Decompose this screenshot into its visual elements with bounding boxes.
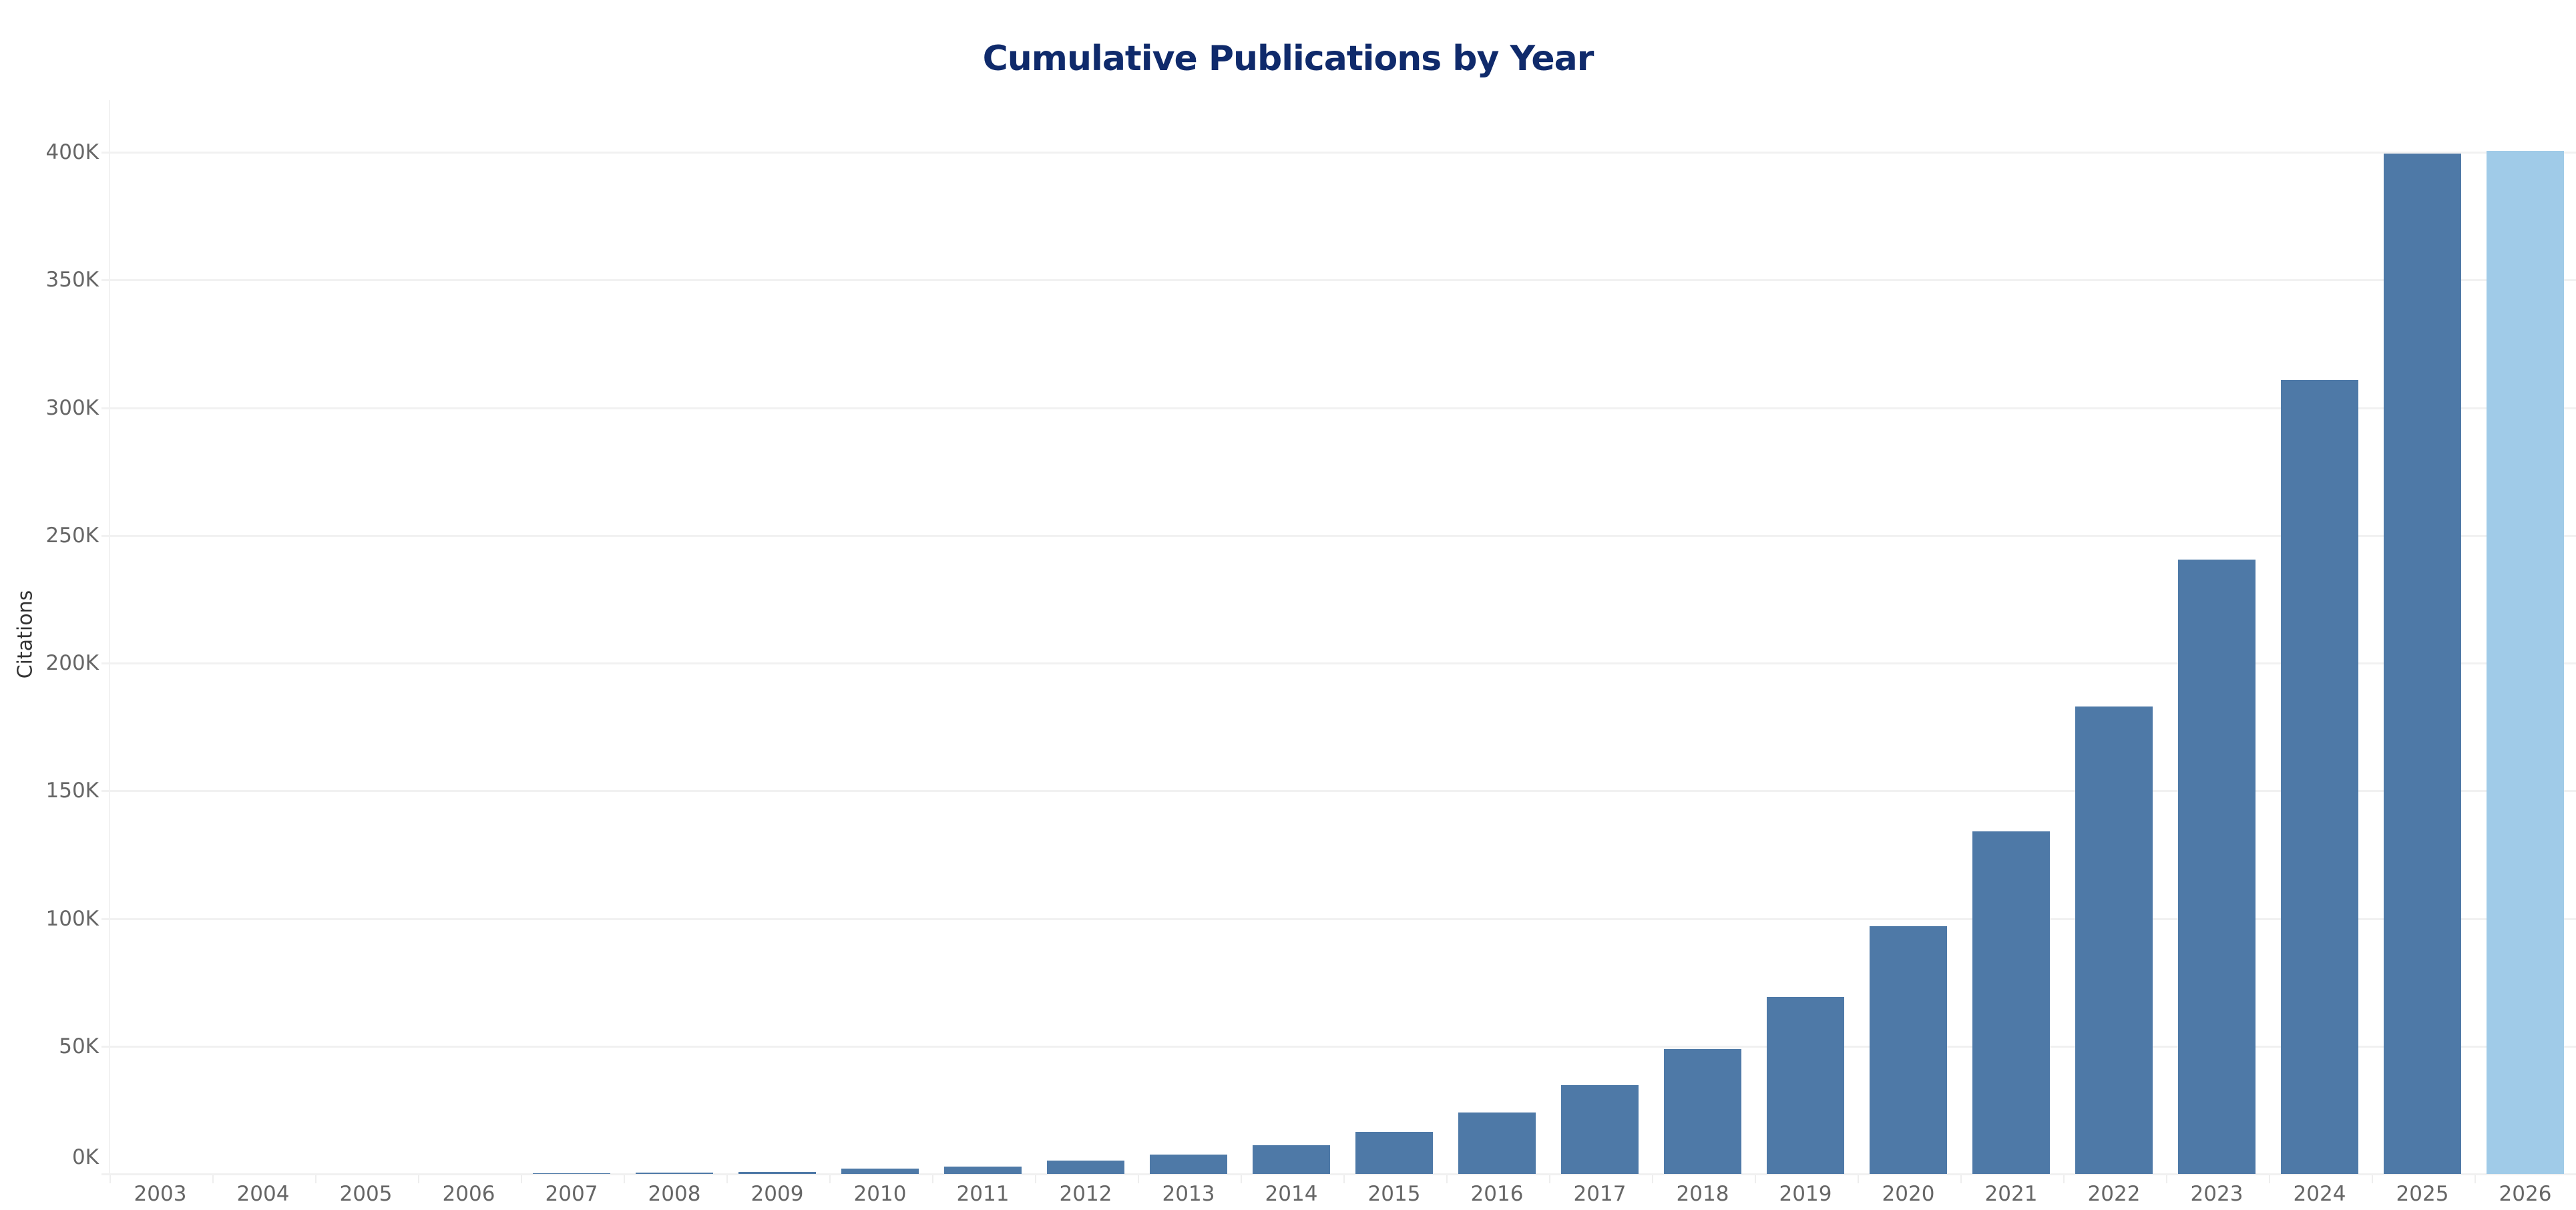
x-tick-label: 2018 [1676, 1182, 1729, 1206]
bar-2014[interactable] [1253, 1145, 1330, 1174]
x-tick-label: 2023 [2190, 1182, 2243, 1206]
x-tick-mark [315, 1175, 316, 1183]
bar-2022[interactable] [2075, 707, 2153, 1174]
gridline [109, 534, 2576, 537]
x-tick-label: 2020 [1882, 1182, 1935, 1206]
bar-2011[interactable] [944, 1166, 1022, 1174]
y-tick-label: 150K [45, 779, 99, 803]
chart-title: Cumulative Publications by Year [982, 39, 1594, 79]
x-tick-label: 2009 [750, 1182, 804, 1206]
bar-2020[interactable] [1870, 926, 1947, 1174]
bar-2012[interactable] [1047, 1161, 1124, 1174]
bar-2023[interactable] [2178, 560, 2256, 1174]
y-tick-label: 0K [71, 1145, 99, 1169]
x-tick-mark [521, 1175, 522, 1183]
x-tick-mark [1035, 1175, 1036, 1183]
y-tick-mark [101, 790, 110, 793]
y-tick-label: 350K [45, 268, 99, 292]
x-tick-mark [110, 1175, 111, 1183]
x-tick-label: 2019 [1779, 1182, 1832, 1206]
x-tick-mark [418, 1175, 419, 1183]
y-tick-label: 400K [45, 140, 99, 164]
y-axis-line [109, 100, 110, 1174]
x-tick-label: 2012 [1059, 1182, 1112, 1206]
x-tick-mark [1241, 1175, 1242, 1183]
x-tick-label: 2021 [1984, 1182, 2038, 1206]
bar-2017[interactable] [1561, 1084, 1639, 1174]
gridline [109, 790, 2576, 793]
x-tick-label: 2026 [2499, 1182, 2552, 1206]
x-tick-label: 2015 [1367, 1182, 1421, 1206]
y-tick-label: 100K [45, 906, 99, 931]
y-tick-mark [101, 152, 110, 154]
y-tick-mark [101, 407, 110, 409]
x-tick-label: 2010 [853, 1182, 907, 1206]
x-tick-label: 2005 [339, 1182, 393, 1206]
bar-2026[interactable] [2487, 151, 2564, 1174]
y-tick-label: 300K [45, 395, 99, 420]
x-tick-mark [2269, 1175, 2270, 1183]
x-tick-label: 2011 [956, 1182, 1010, 1206]
gridline [109, 407, 2576, 409]
bar-2008[interactable] [636, 1173, 713, 1174]
x-tick-mark [1755, 1175, 1756, 1183]
x-tick-label: 2007 [545, 1182, 598, 1206]
x-tick-mark [1138, 1175, 1139, 1183]
y-tick-label: 200K [45, 651, 99, 675]
y-tick-mark [101, 534, 110, 537]
bar-2010[interactable] [841, 1169, 919, 1174]
x-tick-label: 2008 [648, 1182, 701, 1206]
x-tick-label: 2004 [236, 1182, 290, 1206]
x-tick-mark [2475, 1175, 2476, 1183]
x-axis-baseline [101, 1173, 2576, 1175]
bar-2007[interactable] [533, 1173, 610, 1174]
x-tick-label: 2016 [1470, 1182, 1524, 1206]
x-tick-mark [2063, 1175, 2065, 1183]
x-tick-mark [624, 1175, 625, 1183]
gridline [109, 1045, 2576, 1048]
x-tick-label: 2022 [2087, 1182, 2141, 1206]
x-tick-mark [212, 1175, 214, 1183]
bar-2019[interactable] [1767, 996, 1844, 1174]
bar-2015[interactable] [1355, 1131, 1433, 1174]
gridline [109, 279, 2576, 282]
gridline [109, 918, 2576, 920]
y-tick-mark [101, 279, 110, 282]
plot-area [109, 100, 2576, 1174]
x-tick-label: 2014 [1265, 1182, 1318, 1206]
x-tick-mark [1446, 1175, 1448, 1183]
y-tick-mark [101, 662, 110, 664]
x-tick-mark [932, 1175, 933, 1183]
gridline [109, 152, 2576, 154]
bar-2021[interactable] [1972, 831, 2050, 1174]
x-tick-mark [726, 1175, 728, 1183]
y-tick-label: 50K [59, 1034, 99, 1058]
x-tick-label: 2006 [442, 1182, 495, 1206]
y-tick-mark [101, 1045, 110, 1048]
x-tick-label: 2013 [1162, 1182, 1215, 1206]
x-tick-mark [2372, 1175, 2373, 1183]
x-tick-mark [1343, 1175, 1345, 1183]
bar-2024[interactable] [2281, 380, 2358, 1174]
bar-2018[interactable] [1664, 1048, 1741, 1174]
x-tick-label: 2025 [2396, 1182, 2449, 1206]
bar-2025[interactable] [2384, 153, 2461, 1174]
x-tick-label: 2017 [1573, 1182, 1627, 1206]
x-tick-mark [1858, 1175, 1859, 1183]
x-tick-mark [1549, 1175, 1550, 1183]
gridline [109, 662, 2576, 664]
x-tick-mark [2166, 1175, 2167, 1183]
x-tick-mark [1652, 1175, 1653, 1183]
bar-2013[interactable] [1150, 1154, 1227, 1174]
bar-2009[interactable] [738, 1171, 816, 1174]
bar-2016[interactable] [1458, 1113, 1536, 1174]
x-tick-mark [829, 1175, 831, 1183]
y-tick-mark [101, 918, 110, 920]
x-tick-mark [1960, 1175, 1962, 1183]
x-tick-label: 2003 [134, 1182, 187, 1206]
y-tick-label: 250K [45, 523, 99, 548]
x-tick-label: 2024 [2293, 1182, 2346, 1206]
